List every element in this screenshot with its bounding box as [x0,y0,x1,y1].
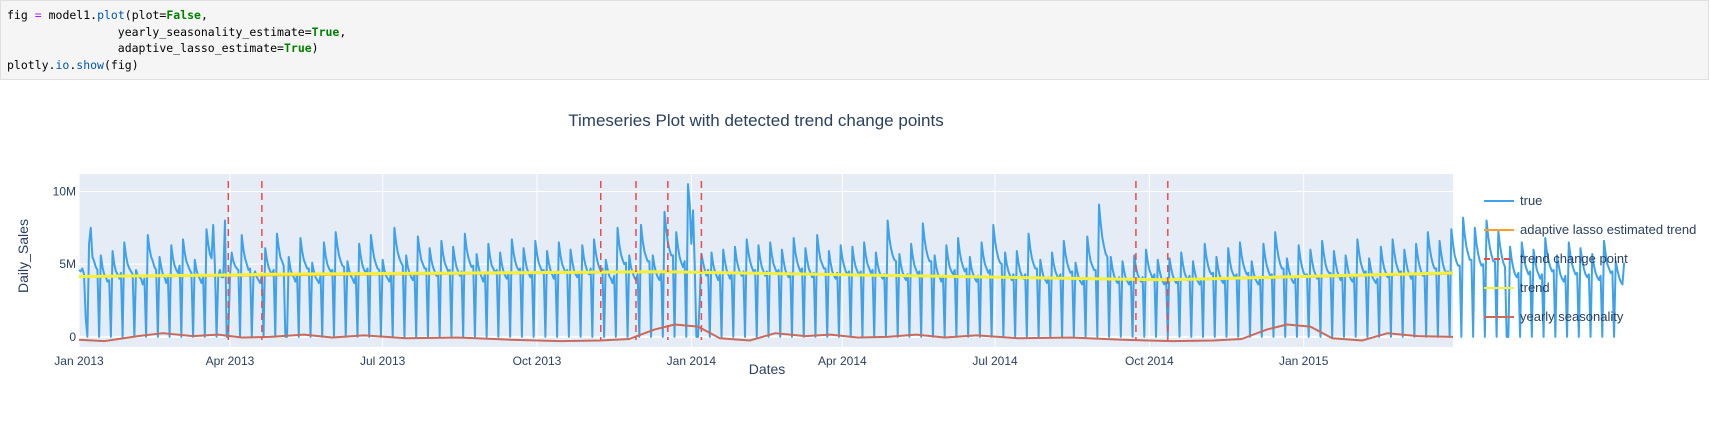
legend-item-change-point[interactable]: trend change point [1484,251,1628,266]
legend-label: trend change point [1520,251,1628,266]
x-axis-label: Dates [749,361,786,377]
y-tick-label: 5M [59,257,76,271]
series-seasonality-line [78,323,1454,343]
x-tick-label: Jan 2015 [1279,354,1329,368]
legend-label: true [1520,193,1542,208]
legend-item-adaptive-trend[interactable]: adaptive lasso estimated trend [1484,222,1696,237]
y-axis-label: Daily_Sales [15,219,31,293]
chart-title: Timeseries Plot with detected trend chan… [568,111,943,130]
legend-item-seasonality[interactable]: yearly seasonality [1484,309,1624,324]
plot-area[interactable]: Jan 2013 Apr 2013 Jul 2013 Oct 2013 Jan 2014… [53,174,1626,368]
x-tick-label: Jan 2014 [667,354,717,368]
code-text: fig = model1.plot(plot=False, yearly_sea… [7,8,347,72]
timeseries-chart[interactable]: Timeseries Plot with detected trend chan… [0,80,1711,426]
legend-item-trend[interactable]: trend [1484,280,1550,295]
cell-output: Timeseries Plot with detected trend chan… [0,80,1711,426]
legend-item-true[interactable]: true [1484,193,1542,208]
plot-background [79,174,1453,347]
x-tick-label: Apr 2014 [818,354,867,368]
y-tick-label: 0 [69,330,76,344]
x-tick-label: Oct 2014 [1125,354,1174,368]
series-true-line [78,183,1626,338]
code-cell[interactable]: fig = model1.plot(plot=False, yearly_sea… [0,0,1709,80]
y-tick-label: 10M [53,184,76,198]
legend-label: adaptive lasso estimated trend [1520,222,1696,237]
x-tick-label: Jul 2014 [972,354,1018,368]
legend-label: trend [1520,280,1550,295]
x-tick-label: Jan 2013 [54,354,104,368]
legend[interactable]: true adaptive lasso estimated trend trend … [1484,193,1696,324]
x-tick-label: Jul 2013 [360,354,406,368]
x-tick-label: Apr 2013 [206,354,255,368]
legend-label: yearly seasonality [1520,309,1624,324]
x-tick-label: Oct 2013 [513,354,562,368]
